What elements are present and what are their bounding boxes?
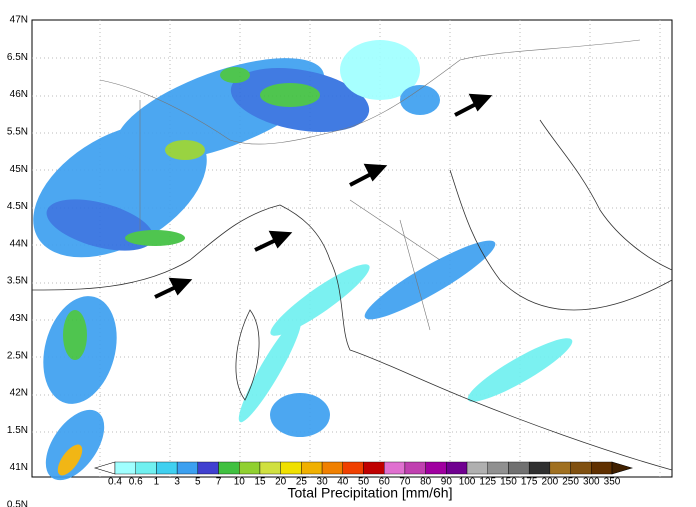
colorbar-swatch [197,461,219,475]
colorbar-label: 20 [275,477,287,488]
colorbar-swatch [549,461,571,475]
latitude-label: 46N [10,89,28,100]
colorbar-label: 250 [562,477,579,488]
colorbar-swatch [218,461,240,475]
latitude-label: 44N [10,238,28,249]
colorbar-label: 5 [195,477,201,488]
wind-arrows [154,93,493,299]
colorbar-swatch [363,461,385,475]
colorbar-label: 30 [317,477,329,488]
latitude-label: 2.5N [7,350,28,361]
colorbar-label: 90 [441,477,453,488]
colorbar-label: 80 [420,477,432,488]
latitude-label: 6.5N [7,52,28,63]
colorbar-label: 300 [583,477,600,488]
colorbar-swatch [570,461,592,475]
colorbar-swatch [114,461,136,475]
colorbar-swatch [321,461,343,475]
colorbar-label: 1 [154,477,160,488]
colorbar-label: 175 [521,477,538,488]
colorbar-label: 60 [379,477,391,488]
colorbar-swatch [384,461,406,475]
colorbar-label: 0.6 [129,477,143,488]
colorbar-title: Total Precipitation [mm/6h] [288,485,453,501]
colorbar-swatch [135,461,157,475]
latitude-label: 47N [10,15,28,26]
latitude-label: 42N [10,388,28,399]
colorbar-label: 7 [216,477,222,488]
colorbar-swatch [342,461,364,475]
colorbar-swatch [487,461,509,475]
latitude-label: 5.5N [7,127,28,138]
colorbar-swatch [508,461,530,475]
colorbar-label: 100 [459,477,476,488]
colorbar-swatch [446,461,468,475]
colorbar-label: 25 [296,477,308,488]
colorbar-swatch [280,461,302,475]
latitude-label: 0.5N [7,500,28,507]
colorbar-swatch [591,461,613,475]
colorbar-label: 50 [358,477,370,488]
colorbar-label: 3 [174,477,180,488]
latitude-label: 3.5N [7,276,28,287]
colorbar-high-triangle [611,461,634,475]
latitude-label: 45N [10,164,28,175]
coastlines [31,39,673,471]
colorbar-label: 70 [399,477,411,488]
colorbar-swatch [425,461,447,475]
colorbar-label: 40 [337,477,349,488]
colorbar-swatch [301,461,323,475]
colorbar-label: 10 [234,477,246,488]
colorbar-label: 200 [542,477,559,488]
colorbar-label: 15 [254,477,266,488]
colorbar-swatch [156,461,178,475]
colorbar-label: 0.4 [108,477,122,488]
latitude-label: 41N [10,462,28,473]
latitude-label: 43N [10,313,28,324]
latitude-label: 1.5N [7,425,28,436]
colorbar-label: 125 [479,477,496,488]
colorbar-swatch [528,461,551,475]
colorbar-swatch [259,461,281,475]
colorbar-label: 350 [604,477,621,488]
colorbar-swatch [176,461,199,475]
colorbar-swatch [239,461,261,475]
colorbar-swatch [404,461,426,475]
colorbar-label: 150 [500,477,517,488]
colorbar-swatch [466,461,488,475]
precipitation-field [33,40,573,481]
latitude-label: 4.5N [7,201,28,212]
